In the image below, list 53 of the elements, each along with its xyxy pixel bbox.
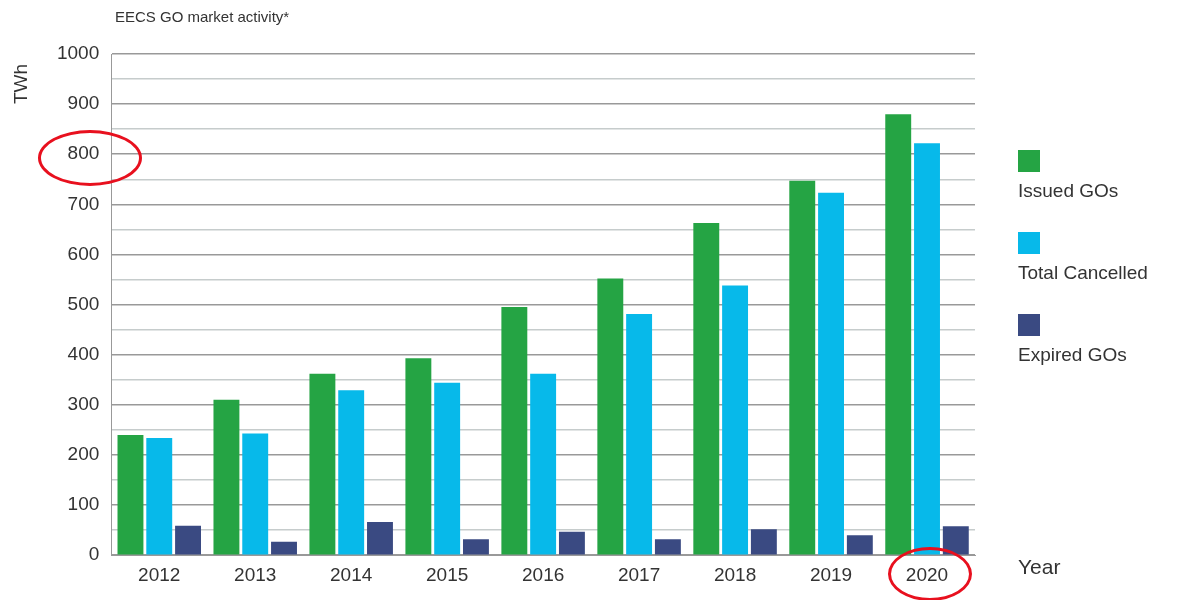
- y-tick-label: 1000: [56, 42, 100, 64]
- legend-label: Expired GOs: [1018, 344, 1128, 366]
- bar: [722, 285, 749, 555]
- x-tick-label: 2019: [809, 563, 853, 585]
- bar: [463, 539, 489, 555]
- y-tick-label: 800: [67, 142, 100, 164]
- y-tick-label: 600: [67, 242, 100, 264]
- x-axis-title: Year: [1018, 555, 1061, 579]
- bar: [558, 531, 585, 555]
- y-tick-label: 100: [67, 493, 100, 515]
- y-tick-label: 400: [67, 342, 100, 364]
- chart-title: EECS GO market activity*: [115, 8, 290, 25]
- bar: [405, 358, 432, 555]
- bar: [693, 222, 720, 555]
- bar: [942, 526, 969, 555]
- y-tick-label: 500: [67, 292, 100, 314]
- bar: [654, 539, 681, 555]
- x-tick-label: 2012: [138, 563, 181, 585]
- y-tick-label: 700: [67, 192, 100, 214]
- bar: [530, 373, 557, 555]
- legend-label: Total Cancelled: [1018, 262, 1148, 284]
- x-tick-label: 2020: [905, 563, 949, 585]
- bar: [367, 522, 393, 555]
- bar: [597, 278, 624, 555]
- bar: [501, 307, 528, 555]
- y-tick-label: 200: [67, 443, 100, 465]
- bar: [885, 114, 912, 555]
- bar: [846, 535, 873, 555]
- y-axis-title: TWh: [10, 63, 32, 104]
- y-tick-label: 0: [88, 543, 100, 565]
- bar: [434, 382, 461, 555]
- legend-label: Issued GOs: [1018, 180, 1120, 202]
- bar: [117, 434, 144, 555]
- bar: [242, 433, 269, 555]
- bar: [626, 314, 653, 555]
- x-tick-label: 2015: [426, 563, 469, 585]
- bar: [818, 192, 844, 555]
- bar: [914, 143, 940, 555]
- bar: [175, 525, 201, 555]
- x-tick-label: 2013: [234, 563, 277, 585]
- bar: [750, 529, 777, 555]
- bar: [213, 399, 240, 555]
- bar: [271, 541, 297, 555]
- y-tick-label: 900: [67, 92, 100, 114]
- x-tick-label: 2018: [713, 563, 757, 585]
- bar: [789, 180, 816, 555]
- bar: [309, 373, 336, 555]
- bar: [338, 390, 365, 555]
- x-tick-label: 2014: [330, 563, 373, 585]
- x-tick-label: 2017: [617, 563, 661, 585]
- x-tick-label: 2016: [521, 563, 565, 585]
- bar: [146, 437, 173, 555]
- y-tick-label: 300: [67, 393, 100, 415]
